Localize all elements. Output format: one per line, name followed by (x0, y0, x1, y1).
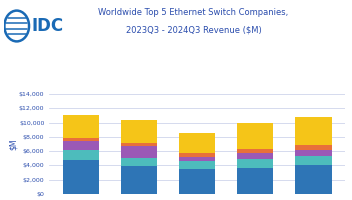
Bar (179, 133, 215, 153)
Bar (121, 166, 157, 194)
Bar (179, 157, 215, 161)
Bar (237, 159, 274, 168)
Bar (295, 156, 332, 165)
Bar (237, 123, 274, 149)
Bar (179, 161, 215, 169)
Text: 2023Q3 - 2024Q3 Revenue ($M): 2023Q3 - 2024Q3 Revenue ($M) (126, 26, 262, 35)
Bar (121, 146, 157, 158)
Bar (295, 117, 332, 145)
Bar (295, 165, 332, 194)
Y-axis label: $M: $M (8, 138, 18, 150)
Bar (121, 120, 157, 143)
Bar (237, 153, 274, 159)
Bar (295, 145, 332, 150)
Text: IDC: IDC (32, 17, 64, 35)
Bar (63, 150, 99, 160)
Bar (63, 141, 99, 150)
Bar (63, 138, 99, 141)
Bar (179, 169, 215, 194)
Text: Worldwide Top 5 Ethernet Switch Companies,: Worldwide Top 5 Ethernet Switch Companie… (99, 8, 289, 17)
Bar (237, 149, 274, 153)
Bar (121, 143, 157, 146)
Bar (179, 153, 215, 157)
Bar (121, 158, 157, 166)
Bar (63, 115, 99, 138)
Bar (295, 150, 332, 156)
Bar (237, 168, 274, 194)
Bar (63, 160, 99, 194)
